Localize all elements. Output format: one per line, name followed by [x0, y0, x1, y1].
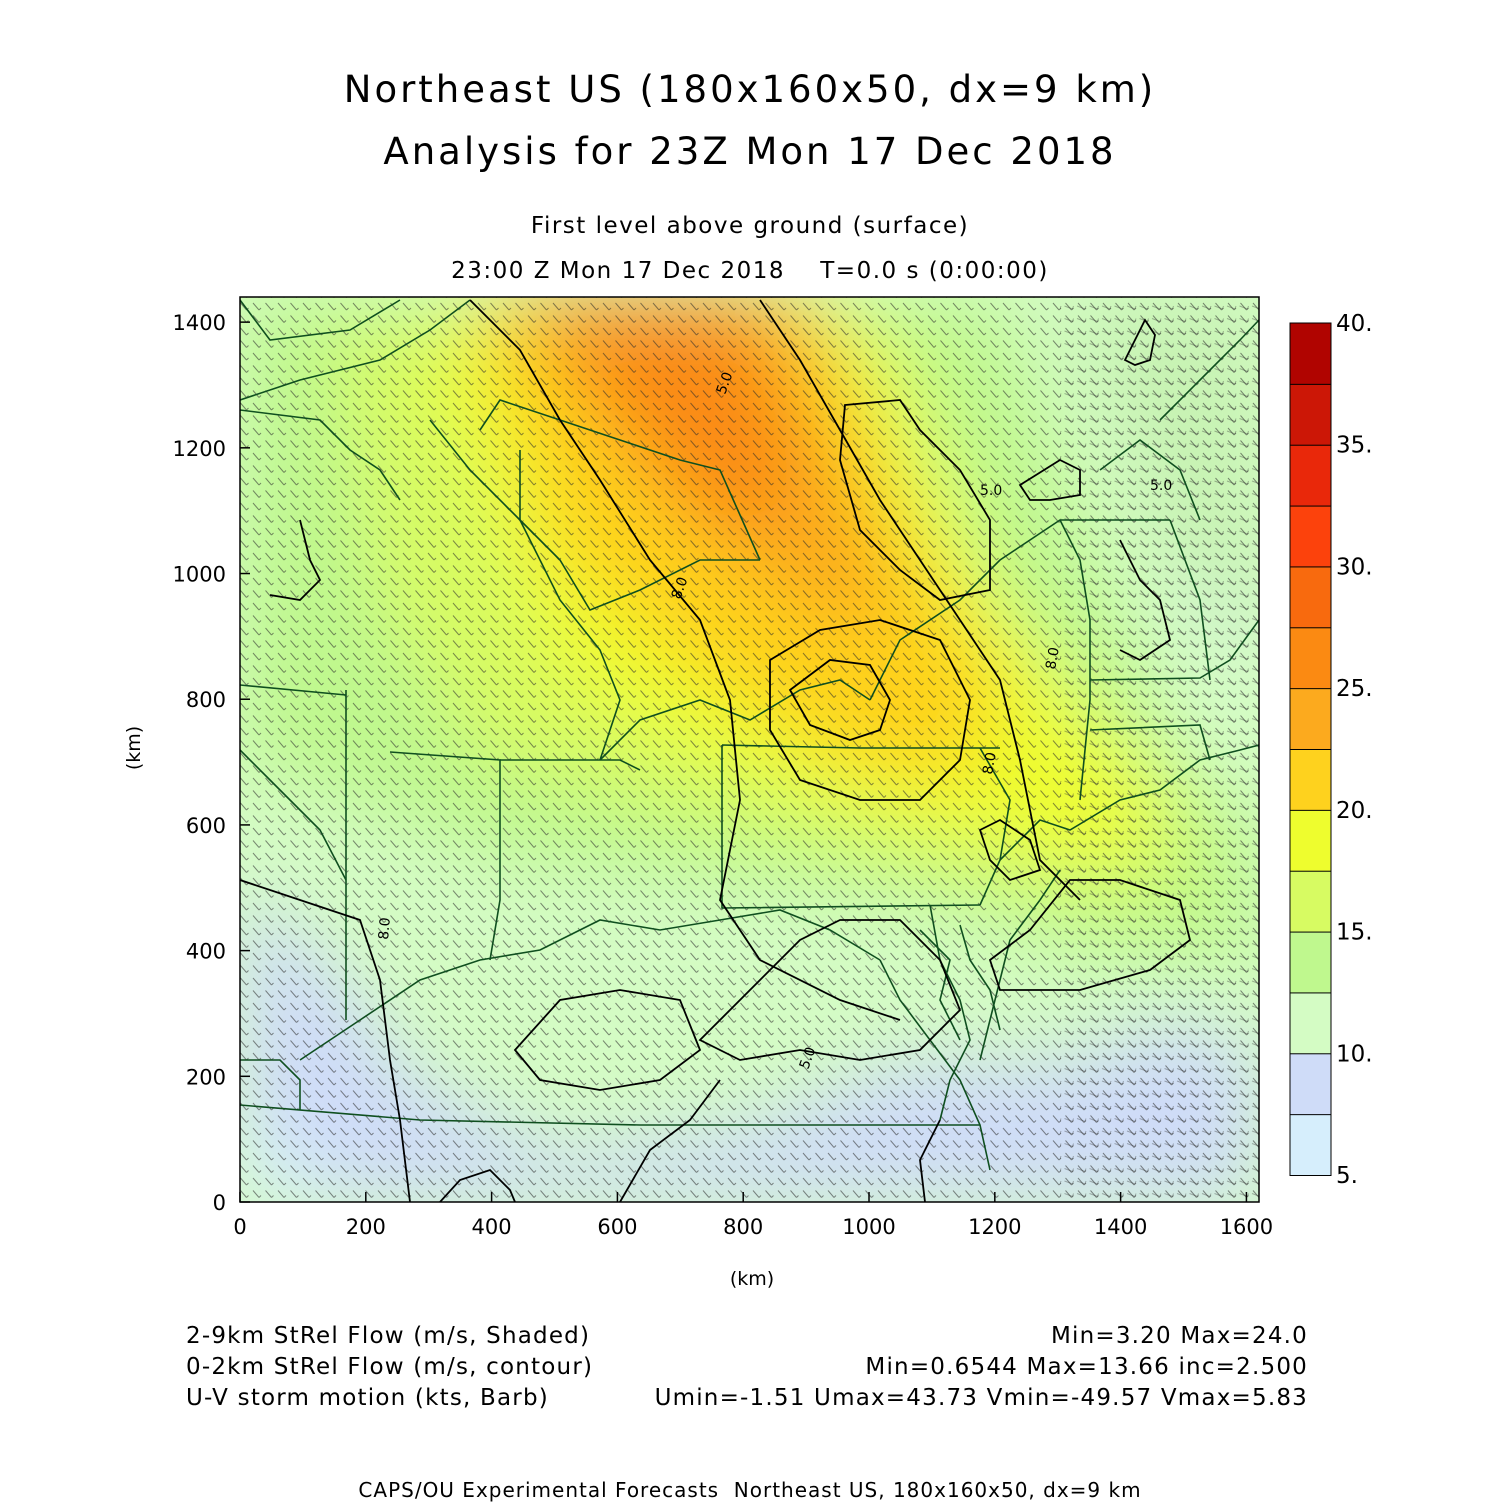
contour-label: 5.0	[797, 1045, 820, 1071]
colorbar-swatch	[1289, 1113, 1332, 1176]
geographic-boundaries	[240, 299, 1259, 1171]
contour-label: 8.0	[669, 575, 692, 601]
shaded-flow-field	[240, 297, 1259, 1202]
colorbar-swatch	[1289, 809, 1332, 872]
contour-label: 8.0	[980, 751, 1000, 776]
x-tick-label: 0	[233, 1215, 246, 1239]
colorbar-label: 10.	[1336, 1041, 1373, 1067]
colorbar-swatch	[1289, 626, 1332, 690]
map-frame	[239, 296, 1260, 1203]
colorbar-swatch	[1289, 870, 1332, 933]
credit-line: CAPS/OU Experimental Forecasts Northeast…	[358, 1478, 1142, 1502]
colorbar-swatch	[1289, 1052, 1332, 1116]
colorbar-swatch	[1289, 322, 1332, 385]
x-tick-label: 200	[346, 1215, 386, 1239]
colorbar-label: 40.	[1336, 311, 1373, 337]
x-tick-label: 400	[472, 1215, 512, 1239]
colorbar-swatch	[1289, 748, 1332, 811]
colorbar-label: 20.	[1336, 798, 1373, 824]
x-tick-label: 800	[723, 1215, 763, 1239]
y-tick-label: 1000	[173, 563, 226, 587]
map-title-line2: Analysis for 23Z Mon 17 Dec 2018	[383, 130, 1117, 173]
contour-label: 8.0	[1043, 646, 1063, 671]
colorbar-label: 5.	[1336, 1163, 1358, 1189]
y-tick-label: 600	[186, 814, 226, 838]
x-tick-label: 600	[597, 1215, 637, 1239]
contour-label: 5.0	[980, 483, 1002, 499]
y-tick-label: 0	[213, 1191, 226, 1215]
contour-legend-label: 0-2km StRel Flow (m/s, contour)	[186, 1354, 594, 1380]
contour-label: 5.0	[1150, 478, 1172, 494]
y-tick-label: 200	[186, 1065, 226, 1089]
map-title-line1: Northeast US (180x160x50, dx=9 km)	[343, 68, 1157, 111]
x-axis-unit: (km)	[730, 1268, 774, 1290]
barb-legend-stats: Umin=-1.51 Umax=43.73 Vmin=-49.57 Vmax=5…	[654, 1385, 1308, 1411]
colorbar-swatch	[1289, 991, 1332, 1055]
y-tick-label: 1400	[173, 311, 226, 335]
shaded-legend-stats: Min=3.20 Max=24.0	[1050, 1323, 1308, 1349]
shaded-legend-label: 2-9km StRel Flow (m/s, Shaded)	[186, 1323, 591, 1349]
x-tick-label: 1000	[842, 1215, 895, 1239]
y-axis-unit: (km)	[123, 726, 145, 770]
colorbar: 5. 10. 15. 20. 25. 30. 35. 40.	[1289, 311, 1373, 1189]
axis-ticks: 0 200 400 600 800 1000 1200 1400 1600 0 200 400 600 8…	[173, 311, 1274, 1239]
y-tick-label: 800	[186, 688, 226, 712]
barb-legend-label: U-V storm motion (kts, Barb)	[186, 1385, 549, 1411]
x-tick-label: 1600	[1220, 1215, 1273, 1239]
contour-label-group: 5.0 5.0 5.0 8.0 8.0 8.0 8.0 5.0	[376, 370, 1172, 1071]
colorbar-label: 30.	[1336, 554, 1373, 580]
colorbar-swatch	[1289, 687, 1332, 751]
y-tick-label: 400	[186, 940, 226, 964]
colorbar-swatch	[1289, 565, 1332, 629]
contour-label: 5.0	[714, 370, 737, 396]
x-tick-label: 1200	[968, 1215, 1021, 1239]
x-tick-label: 1400	[1094, 1215, 1147, 1239]
low-level-flow-contours	[240, 299, 1192, 1202]
colorbar-swatch	[1289, 383, 1332, 446]
y-tick-label: 1200	[173, 437, 226, 461]
colorbar-swatch	[1289, 444, 1332, 507]
contour-legend-stats: Min=0.6544 Max=13.66 inc=2.500	[865, 1354, 1308, 1380]
colorbar-swatch	[1289, 931, 1332, 994]
colorbar-label: 15.	[1336, 920, 1373, 946]
level-subtitle: First level above ground (surface)	[530, 213, 970, 239]
contour-label: 8.0	[376, 917, 394, 941]
colorbar-swatch	[1289, 505, 1332, 568]
colorbar-label: 25.	[1336, 676, 1373, 702]
time-subtitle: 23:00 Z Mon 17 Dec 2018 T=0.0 s (0:00:00…	[451, 258, 1049, 284]
colorbar-label: 35.	[1336, 433, 1373, 459]
